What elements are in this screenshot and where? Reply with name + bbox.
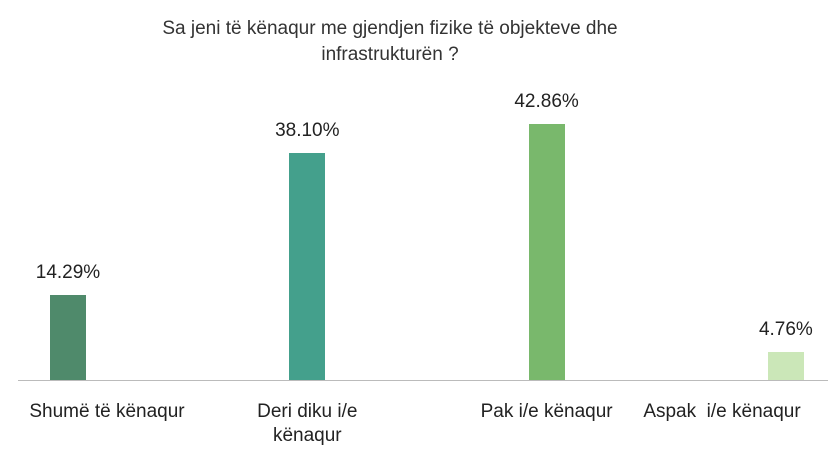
data-label: 38.10%	[275, 119, 340, 141]
x-tick-label: Shumë të kënaqur	[29, 401, 185, 422]
x-tick-label: Deri diku i/e kënaqur	[257, 401, 363, 446]
x-tick-label: Pak i/e kënaqur	[480, 401, 613, 422]
bar	[50, 294, 86, 380]
data-label: 14.29%	[35, 261, 101, 283]
bar	[767, 351, 804, 380]
x-tick-label: Aspak i/e kënaqur	[643, 401, 801, 422]
chart-title: Sa jeni të kënaqur me gjendjen fizike të…	[162, 18, 618, 65]
data-label: 4.76%	[758, 318, 813, 340]
data-label: 42.86%	[514, 91, 579, 113]
baseline	[18, 380, 828, 381]
bar	[289, 152, 326, 380]
bar	[528, 124, 565, 380]
